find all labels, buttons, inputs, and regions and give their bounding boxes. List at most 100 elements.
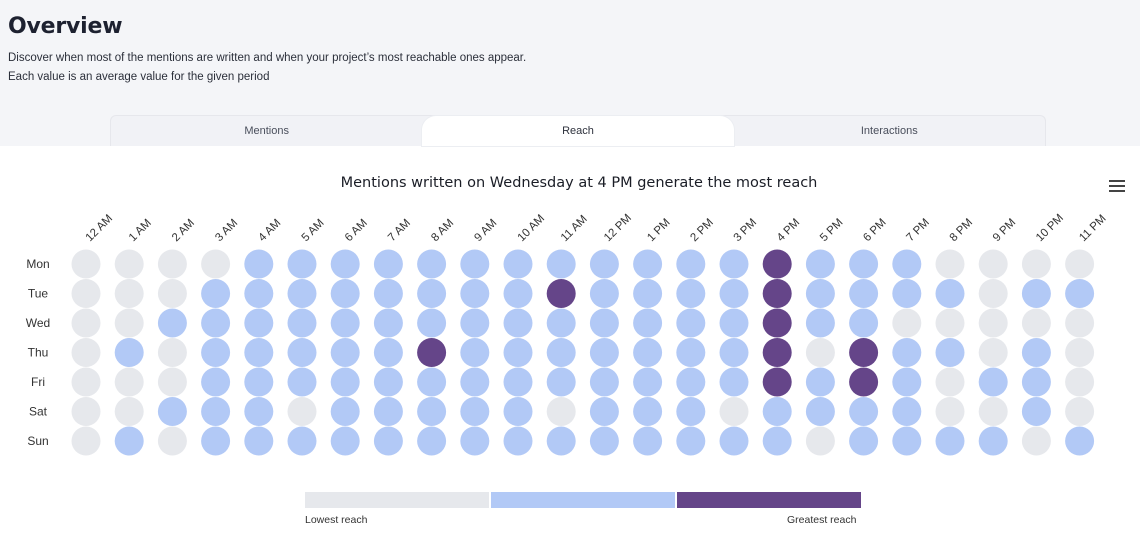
heatmap-cell[interactable] [633,308,663,338]
heatmap-cell[interactable] [287,249,317,279]
heatmap-cell[interactable] [287,338,317,367]
heatmap-cell[interactable] [417,397,447,426]
heatmap-cell[interactable] [373,249,403,279]
heatmap-cell[interactable] [546,367,576,397]
hamburger-menu-icon[interactable] [1109,180,1125,194]
heatmap-cell[interactable] [244,397,274,426]
heatmap-cell[interactable] [589,397,619,426]
heatmap-cell[interactable] [1065,367,1095,397]
heatmap-cell[interactable] [719,249,749,279]
tab-mentions[interactable]: Mentions [244,125,289,137]
heatmap-cell[interactable] [157,367,187,397]
heatmap-cell[interactable] [633,338,663,367]
heatmap-cell[interactable] [762,397,792,426]
heatmap-cell[interactable] [805,367,835,397]
heatmap-cell[interactable] [978,338,1008,367]
heatmap-cell[interactable] [460,279,490,308]
heatmap-cell[interactable] [805,426,835,456]
heatmap-cell[interactable] [935,308,965,338]
heatmap-cell[interactable] [157,308,187,338]
heatmap-cell[interactable] [503,308,533,338]
heatmap-cell[interactable] [892,279,922,308]
heatmap-cell[interactable] [805,308,835,338]
heatmap-cell[interactable] [978,426,1008,456]
heatmap-cell[interactable] [71,308,101,338]
heatmap-cell[interactable] [244,308,274,338]
heatmap-cell[interactable] [201,308,231,338]
heatmap-cell[interactable] [460,397,490,426]
heatmap-cell[interactable] [417,338,447,367]
heatmap-cell[interactable] [676,397,706,426]
heatmap-cell[interactable] [935,397,965,426]
heatmap-cell[interactable] [1065,426,1095,456]
heatmap-cell[interactable] [978,308,1008,338]
heatmap-cell[interactable] [935,367,965,397]
tab-interactions[interactable]: Interactions [860,125,918,137]
heatmap-cell[interactable] [762,338,792,367]
heatmap-cell[interactable] [892,249,922,279]
heatmap-cell[interactable] [417,426,447,456]
heatmap-cell[interactable] [1021,397,1051,426]
heatmap-cell[interactable] [892,338,922,367]
heatmap-cell[interactable] [1065,397,1095,426]
heatmap-cell[interactable] [849,397,879,426]
heatmap-cell[interactable] [762,279,792,308]
heatmap-cell[interactable] [201,397,231,426]
heatmap-cell[interactable] [805,249,835,279]
heatmap-cell[interactable] [114,426,144,456]
heatmap-cell[interactable] [503,249,533,279]
heatmap-cell[interactable] [71,249,101,279]
heatmap-cell[interactable] [762,426,792,456]
heatmap-cell[interactable] [762,308,792,338]
heatmap-cell[interactable] [676,279,706,308]
heatmap-cell[interactable] [1021,308,1051,338]
heatmap-cell[interactable] [633,426,663,456]
heatmap-cell[interactable] [373,279,403,308]
heatmap-cell[interactable] [114,308,144,338]
heatmap-cell[interactable] [287,279,317,308]
heatmap-cell[interactable] [71,367,101,397]
heatmap-cell[interactable] [417,308,447,338]
heatmap-cell[interactable] [417,367,447,397]
heatmap-cell[interactable] [676,338,706,367]
heatmap-cell[interactable] [114,397,144,426]
heatmap-cell[interactable] [417,249,447,279]
heatmap-cell[interactable] [1021,338,1051,367]
heatmap-cell[interactable] [330,308,360,338]
heatmap-cell[interactable] [373,367,403,397]
heatmap-cell[interactable] [1065,338,1095,367]
heatmap-cell[interactable] [201,338,231,367]
heatmap-cell[interactable] [589,279,619,308]
heatmap-cell[interactable] [546,426,576,456]
heatmap-cell[interactable] [892,308,922,338]
heatmap-cell[interactable] [114,338,144,367]
heatmap-cell[interactable] [201,249,231,279]
heatmap-cell[interactable] [589,249,619,279]
heatmap-cell[interactable] [330,397,360,426]
heatmap-cell[interactable] [633,279,663,308]
heatmap-cell[interactable] [892,397,922,426]
heatmap-cell[interactable] [849,308,879,338]
heatmap-cell[interactable] [201,426,231,456]
heatmap-cell[interactable] [373,338,403,367]
heatmap-cell[interactable] [935,279,965,308]
heatmap-cell[interactable] [805,279,835,308]
heatmap-cell[interactable] [589,426,619,456]
heatmap-cell[interactable] [114,367,144,397]
heatmap-cell[interactable] [244,338,274,367]
heatmap-cell[interactable] [71,279,101,308]
heatmap-cell[interactable] [676,308,706,338]
heatmap-cell[interactable] [1065,308,1095,338]
heatmap-cell[interactable] [849,367,879,397]
heatmap-cell[interactable] [417,279,447,308]
heatmap-cell[interactable] [503,426,533,456]
heatmap-cell[interactable] [978,279,1008,308]
heatmap-cell[interactable] [719,338,749,367]
heatmap-cell[interactable] [373,426,403,456]
heatmap-cell[interactable] [114,279,144,308]
heatmap-cell[interactable] [201,367,231,397]
heatmap-cell[interactable] [373,308,403,338]
heatmap-cell[interactable] [935,249,965,279]
heatmap-cell[interactable] [935,338,965,367]
heatmap-cell[interactable] [546,338,576,367]
